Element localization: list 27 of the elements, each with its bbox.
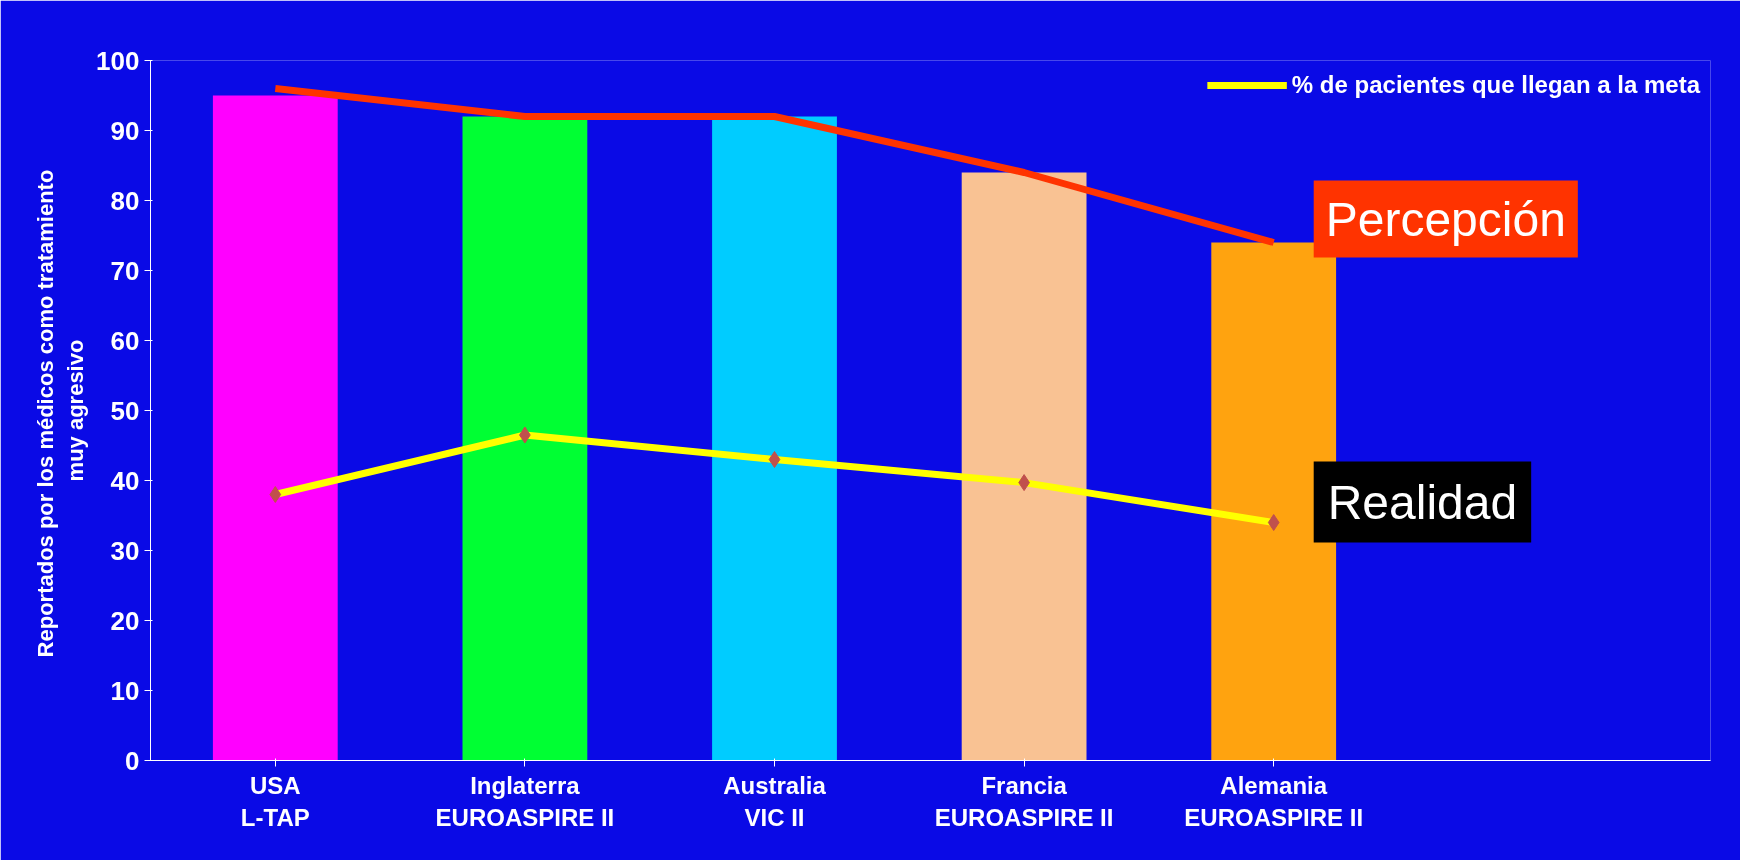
y-tick-label: 90 xyxy=(110,115,140,146)
x-tick-label: Francia EUROASPIRE II xyxy=(934,771,1114,831)
x-tick-label: USA L-TAP xyxy=(240,771,310,831)
y-axis-title: Reportados por los médicos como tratamiento muy agresivo xyxy=(33,169,89,658)
y-tick-label: 80 xyxy=(110,185,140,216)
series-label: Percepción xyxy=(1325,192,1566,246)
bar xyxy=(462,116,588,761)
y-tick-label: 60 xyxy=(110,325,140,356)
x-tick-label: Australia VIC II xyxy=(723,771,827,831)
y-tick-label: 50 xyxy=(110,395,140,426)
x-tick-label: Inglaterra EUROASPIRE II xyxy=(435,771,615,831)
y-tick-label: 0 xyxy=(125,745,140,776)
y-tick-label: 40 xyxy=(110,465,140,496)
x-tick-label: Alemania EUROASPIRE II xyxy=(1184,771,1364,831)
bar xyxy=(712,116,837,761)
y-tick-label: 20 xyxy=(110,605,140,636)
bar xyxy=(961,172,1087,761)
legend-label: % de pacientes que llegan a la meta xyxy=(1291,70,1700,100)
bar xyxy=(212,95,338,761)
point xyxy=(269,486,282,503)
y-tick-label: 30 xyxy=(110,535,140,566)
y-tick-label: 70 xyxy=(110,255,140,286)
y-tick-label: 100 xyxy=(96,45,140,76)
y-tick-label: 10 xyxy=(110,675,140,706)
point xyxy=(768,451,781,468)
annotation: Realidad xyxy=(1327,475,1518,529)
point xyxy=(1267,514,1280,531)
